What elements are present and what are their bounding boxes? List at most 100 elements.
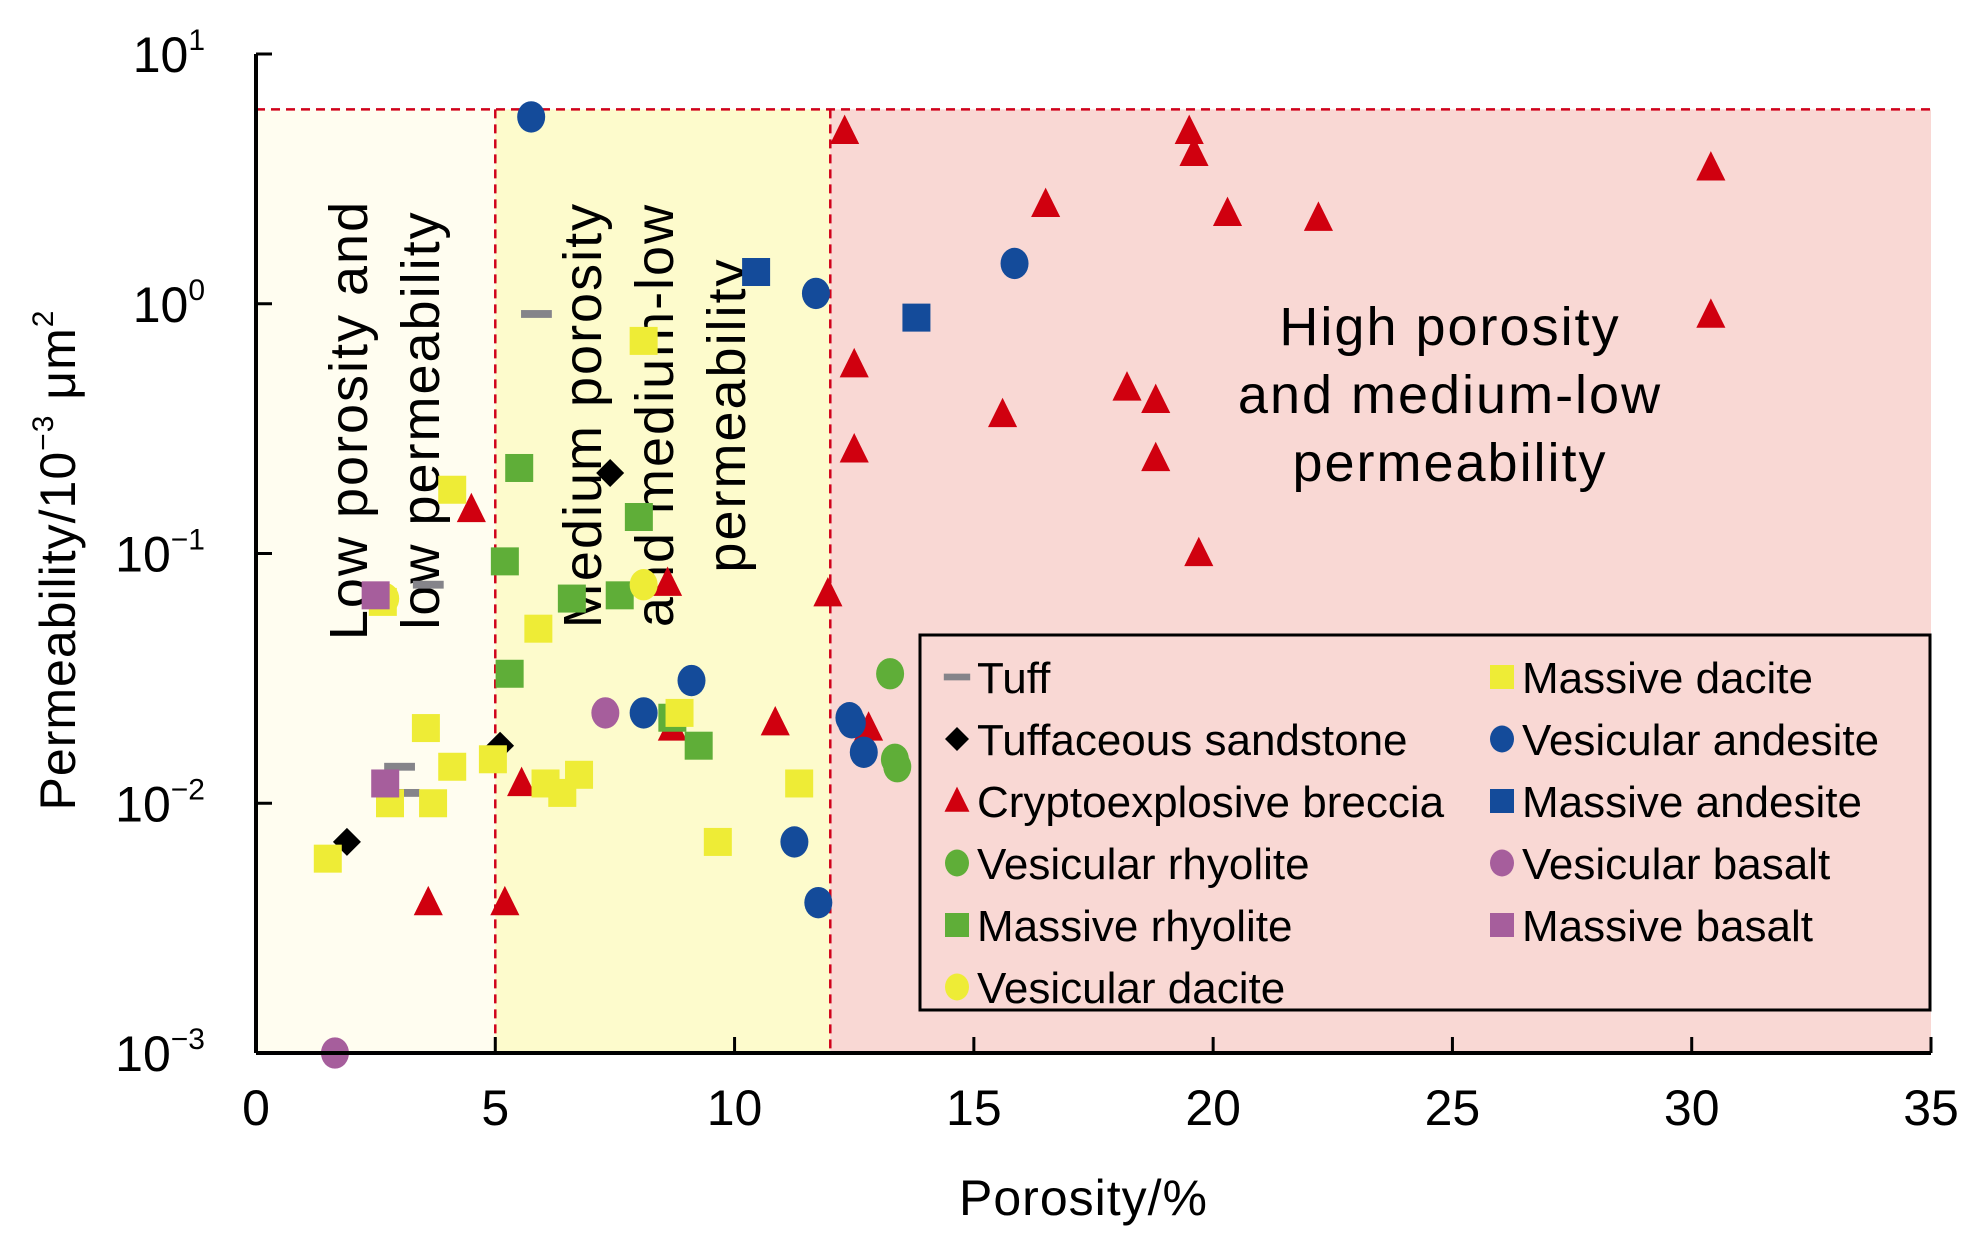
point-vesicular-andesite bbox=[804, 886, 833, 919]
x-axis-title: Porosity/% bbox=[959, 1170, 1208, 1226]
legend-label: Vesicular rhyolite bbox=[977, 840, 1310, 889]
legend-item-tuff: Tuff bbox=[943, 654, 1051, 703]
point-tuff bbox=[521, 310, 552, 318]
point-massive-dacite bbox=[703, 827, 732, 856]
point-tuffaceous-sandstone bbox=[596, 459, 625, 488]
x-tick-label: 20 bbox=[1185, 1080, 1241, 1136]
legend-marker-vesicular-dacite bbox=[945, 973, 969, 1001]
data-points bbox=[313, 101, 1726, 1069]
point-cryptoexplosive-breccia bbox=[507, 766, 537, 797]
point-cryptoexplosive-breccia bbox=[1141, 441, 1171, 472]
legend-marker-vesicular-rhyolite bbox=[945, 849, 969, 877]
x-tick-label: 25 bbox=[1425, 1080, 1481, 1136]
point-vesicular-andesite bbox=[849, 736, 878, 768]
legend-item-vesicular-basalt: Vesicular basalt bbox=[1490, 840, 1830, 889]
legend-marker-massive-rhyolite bbox=[945, 913, 969, 937]
point-cryptoexplosive-breccia bbox=[1141, 383, 1171, 414]
zone-label-high-line: permeability bbox=[1292, 433, 1607, 493]
legend-marker-massive-basalt bbox=[1490, 913, 1514, 937]
point-massive-rhyolite bbox=[605, 581, 634, 610]
point-cryptoexplosive-breccia bbox=[413, 885, 443, 916]
legend-marker-tuffaceous-sandstone bbox=[945, 727, 969, 751]
point-cryptoexplosive-breccia bbox=[653, 566, 683, 596]
legend-label: Massive rhyolite bbox=[977, 902, 1292, 951]
zone-label-high-line: and medium-low bbox=[1238, 365, 1662, 425]
point-massive-rhyolite bbox=[495, 659, 524, 688]
legend-item-massive-andesite: Massive andesite bbox=[1490, 778, 1862, 827]
x-tick-label: 10 bbox=[707, 1080, 763, 1136]
point-cryptoexplosive-breccia bbox=[1696, 298, 1726, 328]
point-cryptoexplosive-breccia bbox=[1179, 136, 1209, 166]
point-cryptoexplosive-breccia bbox=[760, 705, 790, 736]
point-cryptoexplosive-breccia bbox=[456, 492, 486, 523]
x-tick-label: 5 bbox=[481, 1080, 509, 1136]
point-vesicular-andesite bbox=[780, 826, 809, 858]
point-massive-dacite bbox=[419, 789, 448, 818]
series-massive-andesite bbox=[742, 258, 931, 332]
legend-label: Vesicular andesite bbox=[1522, 716, 1879, 765]
legend: Tuff Tuffaceous sandstone Cryptoexplosive … bbox=[918, 633, 1932, 1013]
y-tick-label: 10−3 bbox=[115, 1023, 205, 1082]
point-vesicular-rhyolite bbox=[883, 751, 912, 783]
y-tick-label: 10−1 bbox=[115, 524, 205, 583]
point-massive-basalt bbox=[371, 769, 400, 798]
legend-label: Cryptoexplosive breccia bbox=[977, 778, 1445, 827]
point-tuff bbox=[388, 788, 420, 797]
legend-label: Massive basalt bbox=[1522, 902, 1813, 951]
point-massive-dacite bbox=[313, 844, 342, 873]
legend-item-vesicular-andesite: Vesicular andesite bbox=[1490, 716, 1879, 765]
point-vesicular-rhyolite bbox=[876, 658, 905, 690]
point-tuff bbox=[384, 762, 415, 771]
point-massive-dacite bbox=[411, 714, 440, 743]
series-massive-basalt bbox=[361, 581, 400, 798]
x-tick-label: 0 bbox=[242, 1080, 270, 1136]
point-vesicular-andesite bbox=[835, 702, 864, 734]
legend-marker-massive-andesite bbox=[1490, 789, 1514, 813]
zone-label-medium-line: and medium-low bbox=[625, 203, 685, 627]
zone-label-low-line: low permeability bbox=[391, 210, 451, 629]
x-tick-label: 35 bbox=[1903, 1080, 1959, 1136]
point-cryptoexplosive-breccia bbox=[1696, 151, 1726, 181]
point-cryptoexplosive-breccia bbox=[1112, 371, 1142, 401]
point-massive-dacite bbox=[665, 698, 694, 727]
point-cryptoexplosive-breccia bbox=[1184, 536, 1214, 567]
zone-label-high-line: High porosity bbox=[1279, 297, 1620, 357]
point-massive-rhyolite bbox=[490, 547, 519, 576]
point-cryptoexplosive-breccia bbox=[1031, 187, 1061, 217]
point-cryptoexplosive-breccia bbox=[839, 347, 869, 378]
point-vesicular-andesite bbox=[1000, 247, 1029, 280]
legend-marker-cryptoexplosive-breccia bbox=[944, 786, 970, 812]
point-massive-andesite bbox=[742, 258, 771, 287]
y-tick-label: 10−2 bbox=[115, 773, 205, 832]
legend-label: Massive dacite bbox=[1522, 654, 1813, 703]
legend-item-vesicular-dacite: Vesicular dacite bbox=[945, 964, 1285, 1013]
zone-label-medium-line: permeability bbox=[697, 257, 757, 572]
point-cryptoexplosive-breccia bbox=[1174, 114, 1204, 144]
legend-label: Tuff bbox=[977, 654, 1051, 703]
point-massive-dacite bbox=[438, 475, 467, 504]
legend-item-vesicular-rhyolite: Vesicular rhyolite bbox=[945, 840, 1310, 889]
point-vesicular-andesite bbox=[517, 101, 546, 133]
legend-marker-vesicular-basalt bbox=[1490, 849, 1514, 877]
series-massive-rhyolite bbox=[490, 453, 713, 760]
x-tick-label: 15 bbox=[946, 1080, 1002, 1136]
point-vesicular-andesite bbox=[677, 664, 706, 697]
series-vesicular-rhyolite bbox=[876, 658, 912, 783]
point-massive-rhyolite bbox=[624, 503, 653, 532]
point-massive-dacite bbox=[548, 778, 577, 807]
point-massive-rhyolite bbox=[684, 731, 713, 760]
series-vesicular-andesite bbox=[517, 101, 1029, 919]
point-massive-dacite bbox=[785, 769, 814, 798]
point-cryptoexplosive-breccia bbox=[490, 885, 520, 916]
legend-item-tuffaceous-sandstone: Tuffaceous sandstone bbox=[945, 716, 1408, 765]
point-cryptoexplosive-breccia bbox=[1303, 201, 1333, 231]
y-axis-title-text: Permeability/10−3 μm2 bbox=[27, 310, 86, 811]
legend-item-cryptoexplosive-breccia: Cryptoexplosive breccia bbox=[944, 778, 1445, 827]
legend-marker-tuff bbox=[943, 673, 971, 681]
point-massive-andesite bbox=[902, 303, 931, 332]
y-tick-label: 101 bbox=[133, 24, 205, 83]
legend-label: Vesicular basalt bbox=[1522, 840, 1830, 889]
point-vesicular-dacite bbox=[629, 569, 658, 601]
x-tick-label: 30 bbox=[1664, 1080, 1720, 1136]
